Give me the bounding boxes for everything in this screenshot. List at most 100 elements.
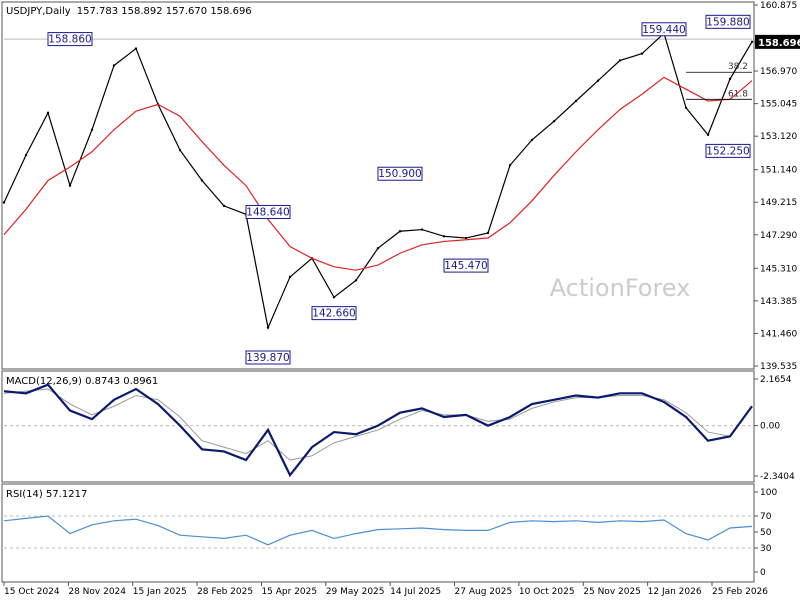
price-point bbox=[552, 120, 556, 123]
fib-level-label: 61.8 bbox=[728, 89, 748, 99]
chart-symbol-label: USDJPY,Daily 157.783 158.892 157.670 158.… bbox=[6, 6, 252, 17]
x-axis-tick-label: 15 Jan 2025 bbox=[133, 587, 187, 597]
rsi-y-tick-label: 0 bbox=[760, 568, 766, 578]
x-axis-tick-label: 25 Feb 2026 bbox=[712, 587, 768, 597]
price-point bbox=[222, 204, 226, 208]
price-point bbox=[684, 106, 688, 109]
annotation-label: 142.660 bbox=[312, 308, 355, 320]
price-point bbox=[332, 296, 336, 299]
price-point bbox=[90, 128, 94, 131]
annotation-label: 150.900 bbox=[378, 168, 421, 180]
price-y-tick-label: 151.140 bbox=[760, 166, 797, 176]
price-point bbox=[464, 236, 468, 240]
price-y-tick-label: 139.535 bbox=[760, 362, 797, 372]
x-axis-tick-label: 15 Apr 2025 bbox=[261, 587, 317, 597]
price-y-tick-label: 147.290 bbox=[760, 231, 797, 241]
annotation-box bbox=[443, 258, 489, 273]
price-y-tick-label: 143.385 bbox=[760, 297, 797, 307]
price-point bbox=[200, 179, 204, 182]
annotation-box bbox=[245, 350, 291, 365]
annotation-label: 159.440 bbox=[642, 24, 685, 36]
price-point bbox=[420, 228, 424, 231]
price-point bbox=[618, 59, 622, 62]
price-y-tick-label: 153.120 bbox=[760, 132, 797, 142]
rsi-line bbox=[3, 515, 753, 546]
annotation-box bbox=[705, 14, 751, 29]
rsi-panel-label: RSI(14) 57.1217 bbox=[6, 489, 87, 500]
price-point bbox=[574, 99, 578, 103]
price-point bbox=[398, 230, 402, 233]
x-axis-tick-label: 15 Oct 2024 bbox=[4, 587, 60, 597]
price-y-tick-label: 160.875 bbox=[760, 1, 797, 11]
price-point bbox=[376, 246, 380, 250]
price-point bbox=[442, 235, 446, 238]
price-point bbox=[24, 153, 28, 157]
rsi-y-tick-label: 50 bbox=[760, 528, 772, 538]
price-point bbox=[266, 326, 270, 329]
price-point bbox=[354, 279, 358, 282]
annotation-box bbox=[311, 306, 357, 321]
price-y-tick-label: 155.045 bbox=[760, 100, 797, 110]
x-axis-tick-label: 12 Jan 2026 bbox=[648, 587, 702, 597]
current-price-label: 158.696 bbox=[758, 38, 800, 49]
x-axis-tick-label: 28 Feb 2025 bbox=[197, 587, 253, 597]
price-point bbox=[68, 184, 72, 187]
macd-y-tick-label: 2.1654 bbox=[760, 375, 792, 385]
annotation-box bbox=[377, 166, 423, 181]
annotation-label: 145.470 bbox=[444, 260, 487, 272]
watermark: ActionForex bbox=[550, 274, 691, 302]
axes-layer: 160.875 158.696 156.970 155.045 153.120 151.1… bbox=[3, 1, 800, 597]
macd-y-tick-label: -2.3404 bbox=[760, 472, 795, 482]
price-panel-frame bbox=[1, 1, 755, 370]
price-point bbox=[288, 275, 292, 279]
rsi-y-tick-label: 30 bbox=[760, 544, 772, 554]
price-y-tick-label: 156.970 bbox=[760, 67, 797, 77]
x-axis-tick-label: 29 May 2025 bbox=[326, 587, 385, 597]
price-point bbox=[2, 201, 6, 204]
annotation-label: 139.870 bbox=[246, 352, 289, 364]
x-axis-tick-label: 28 Nov 2024 bbox=[68, 587, 126, 597]
price-y-tick-label: 145.310 bbox=[760, 264, 797, 274]
macd-panel-frame bbox=[1, 370, 755, 483]
macd-layer bbox=[3, 383, 753, 478]
x-axis-tick-label: 25 Nov 2025 bbox=[583, 587, 641, 597]
rsi-y-tick-label: 70 bbox=[760, 512, 772, 522]
x-axis-tick-label: 27 Aug 2025 bbox=[455, 587, 513, 597]
price-point bbox=[706, 133, 710, 137]
macd-panel-label: MACD(12,26,9) 0.8743 0.8961 bbox=[6, 376, 158, 387]
rsi-y-tick-label: 100 bbox=[760, 488, 777, 498]
price-point bbox=[640, 52, 644, 55]
price-layer: 38.2 61.8 158.860 139.870 148.640 142.660 150.… bbox=[2, 14, 754, 365]
price-point bbox=[112, 64, 116, 67]
rsi-layer bbox=[3, 515, 753, 546]
rsi-panel-frame bbox=[1, 483, 755, 583]
price-point bbox=[728, 77, 732, 81]
price-point bbox=[178, 148, 182, 152]
annotation-box bbox=[245, 204, 291, 219]
x-axis-tick-label: 10 Oct 2025 bbox=[519, 587, 575, 597]
price-y-tick-label: 149.215 bbox=[760, 198, 797, 208]
price-point bbox=[486, 231, 490, 235]
annotation-label: 158.860 bbox=[48, 34, 91, 46]
price-point bbox=[134, 47, 138, 50]
x-axis-tick-label: 14 Jul 2025 bbox=[390, 587, 441, 597]
price-point bbox=[750, 40, 754, 43]
macd-y-tick-label: 0.00 bbox=[760, 422, 780, 432]
moving-average-line bbox=[3, 76, 753, 271]
annotation-label: 148.640 bbox=[246, 206, 289, 218]
current-price-marker bbox=[755, 34, 800, 49]
annotation-box bbox=[705, 143, 751, 158]
macd-signal-line bbox=[3, 388, 753, 461]
annotation-box bbox=[641, 22, 687, 37]
price-point bbox=[596, 79, 600, 82]
annotation-label: 159.880 bbox=[706, 16, 749, 28]
annotation-label: 152.250 bbox=[706, 145, 749, 157]
price-point bbox=[508, 164, 512, 167]
annotation-box bbox=[47, 32, 93, 47]
price-point bbox=[530, 138, 534, 142]
fib-level-label: 38.2 bbox=[728, 62, 748, 72]
macd-line bbox=[3, 383, 753, 478]
price-y-tick-label: 141.460 bbox=[760, 329, 797, 339]
